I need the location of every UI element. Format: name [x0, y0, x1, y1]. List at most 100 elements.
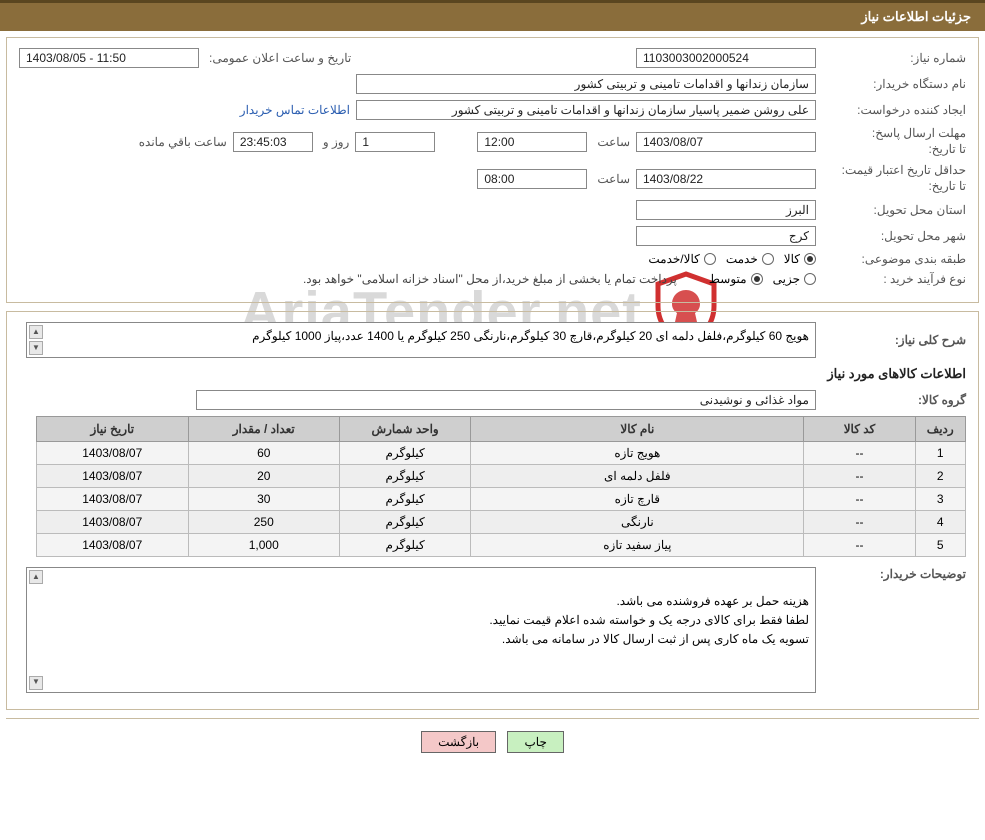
table-header: تعداد / مقدار	[188, 417, 339, 442]
remaining-days: 1	[355, 132, 435, 152]
scroll-down-icon[interactable]: ▼	[29, 676, 43, 690]
items-section-title: اطلاعات کالاهای مورد نیاز	[19, 366, 966, 382]
table-row: 1--هویج تازهکیلوگرم601403/08/07	[37, 442, 966, 465]
radio-service-label: خدمت	[726, 252, 758, 266]
radio-goods-service[interactable]	[704, 253, 716, 265]
purchase-type-radio-group: جزیی متوسط	[709, 272, 816, 286]
items-panel: شرح کلی نیاز: هویج 60 کیلوگرم،فلفل دلمه …	[6, 311, 979, 709]
min-valid-time-label: ساعت	[597, 172, 630, 186]
day-and-label: روز و	[323, 135, 350, 149]
requester-label: ایجاد کننده درخواست:	[826, 103, 966, 117]
goods-group-label: گروه کالا:	[826, 393, 966, 407]
table-row: 5--پیاز سفید تازهکیلوگرم1,0001403/08/07	[37, 534, 966, 557]
table-row: 4--نارنگیکیلوگرم2501403/08/07	[37, 511, 966, 534]
need-info-panel: شماره نیاز: 1103003002000524 تاریخ و ساع…	[6, 37, 979, 303]
table-cell: --	[804, 534, 915, 557]
scroll-up-icon[interactable]: ▲	[29, 325, 43, 339]
buyer-notes-label: توضیحات خریدار:	[826, 567, 966, 581]
table-cell: کیلوگرم	[339, 488, 470, 511]
buyer-org-value: سازمان زندانها و اقدامات تامینی و تربیتی…	[356, 74, 816, 94]
announce-value: 1403/08/05 - 11:50	[19, 48, 199, 68]
to-date-label: تا تاریخ:	[928, 142, 966, 156]
table-cell: 1403/08/07	[37, 488, 189, 511]
table-cell: 30	[188, 488, 339, 511]
table-cell: 1,000	[188, 534, 339, 557]
deadline-label: مهلت ارسال پاسخ:	[872, 126, 966, 140]
radio-medium-label: متوسط	[709, 272, 747, 286]
category-radio-group: کالا خدمت کالا/خدمت	[648, 252, 816, 266]
table-cell: 1403/08/07	[37, 442, 189, 465]
items-table: ردیفکد کالانام کالاواحد شمارشتعداد / مقد…	[36, 416, 966, 557]
deadline-time: 12:00	[477, 132, 587, 152]
table-cell: فلفل دلمه ای	[471, 465, 804, 488]
table-cell: 1403/08/07	[37, 511, 189, 534]
action-button-row: بازگشت چاپ	[6, 718, 979, 761]
need-no-label: شماره نیاز:	[826, 51, 966, 65]
announce-label: تاریخ و ساعت اعلان عمومی:	[209, 51, 351, 65]
table-cell: پیاز سفید تازه	[471, 534, 804, 557]
table-header: کد کالا	[804, 417, 915, 442]
table-cell: کیلوگرم	[339, 465, 470, 488]
countdown: 23:45:03	[233, 132, 313, 152]
min-valid-label: حداقل تاریخ اعتبار قیمت:	[842, 163, 966, 177]
table-cell: --	[804, 511, 915, 534]
province-label: استان محل تحویل:	[826, 203, 966, 217]
table-row: 3--قارچ تازهکیلوگرم301403/08/07	[37, 488, 966, 511]
remaining-label: ساعت باقي مانده	[139, 135, 227, 149]
table-cell: --	[804, 488, 915, 511]
table-cell: 60	[188, 442, 339, 465]
print-button[interactable]: چاپ	[507, 731, 563, 753]
city-value: کرج	[636, 226, 816, 246]
province-value: البرز	[636, 200, 816, 220]
table-cell: 4	[915, 511, 965, 534]
table-cell: قارچ تازه	[471, 488, 804, 511]
radio-goods[interactable]	[804, 253, 816, 265]
table-cell: 20	[188, 465, 339, 488]
min-valid-time: 08:00	[477, 169, 587, 189]
page-title: جزئیات اطلاعات نیاز	[861, 9, 971, 24]
radio-minor[interactable]	[804, 273, 816, 285]
need-desc-text: هویج 60 کیلوگرم،فلفل دلمه ای 20 کیلوگرم،…	[252, 329, 809, 343]
table-cell: 3	[915, 488, 965, 511]
table-cell: 2	[915, 465, 965, 488]
table-cell: نارنگی	[471, 511, 804, 534]
need-no-value: 1103003002000524	[636, 48, 816, 68]
table-cell: 5	[915, 534, 965, 557]
table-header: تاریخ نیاز	[37, 417, 189, 442]
back-button[interactable]: بازگشت	[421, 731, 496, 753]
desc-label: شرح کلی نیاز:	[826, 333, 966, 347]
to-date-label-2: تا تاریخ:	[928, 179, 966, 193]
table-header: ردیف	[915, 417, 965, 442]
min-valid-date: 1403/08/22	[636, 169, 816, 189]
deadline-time-label: ساعت	[597, 135, 630, 149]
table-cell: کیلوگرم	[339, 511, 470, 534]
table-cell: --	[804, 442, 915, 465]
buyer-contact-link[interactable]: اطلاعات تماس خریدار	[240, 103, 350, 117]
table-cell: 1403/08/07	[37, 534, 189, 557]
page-title-bar: جزئیات اطلاعات نیاز	[0, 0, 985, 31]
category-label: طبقه بندی موضوعی:	[826, 252, 966, 266]
scroll-up-icon[interactable]: ▲	[29, 570, 43, 584]
table-cell: 1403/08/07	[37, 465, 189, 488]
table-header: نام کالا	[471, 417, 804, 442]
need-desc-box: هویج 60 کیلوگرم،فلفل دلمه ای 20 کیلوگرم،…	[26, 322, 816, 358]
deadline-date: 1403/08/07	[636, 132, 816, 152]
table-cell: 250	[188, 511, 339, 534]
table-cell: کیلوگرم	[339, 442, 470, 465]
table-header: واحد شمارش	[339, 417, 470, 442]
radio-medium[interactable]	[751, 273, 763, 285]
city-label: شهر محل تحویل:	[826, 229, 966, 243]
buyer-notes-text: هزینه حمل بر عهده فروشنده می باشد. لطفا …	[489, 594, 809, 646]
radio-goods-service-label: کالا/خدمت	[648, 252, 699, 266]
payment-note: پرداخت تمام یا بخشی از مبلغ خرید،از محل …	[303, 272, 677, 286]
table-row: 2--فلفل دلمه ایکیلوگرم201403/08/07	[37, 465, 966, 488]
radio-goods-label: کالا	[784, 252, 800, 266]
radio-minor-label: جزیی	[773, 272, 800, 286]
purchase-type-label: نوع فرآیند خرید :	[826, 272, 966, 286]
goods-group-value: مواد غذائی و نوشیدنی	[196, 390, 816, 410]
radio-service[interactable]	[762, 253, 774, 265]
table-cell: --	[804, 465, 915, 488]
buyer-notes-box: هزینه حمل بر عهده فروشنده می باشد. لطفا …	[26, 567, 816, 692]
scroll-down-icon[interactable]: ▼	[29, 341, 43, 355]
table-cell: هویج تازه	[471, 442, 804, 465]
